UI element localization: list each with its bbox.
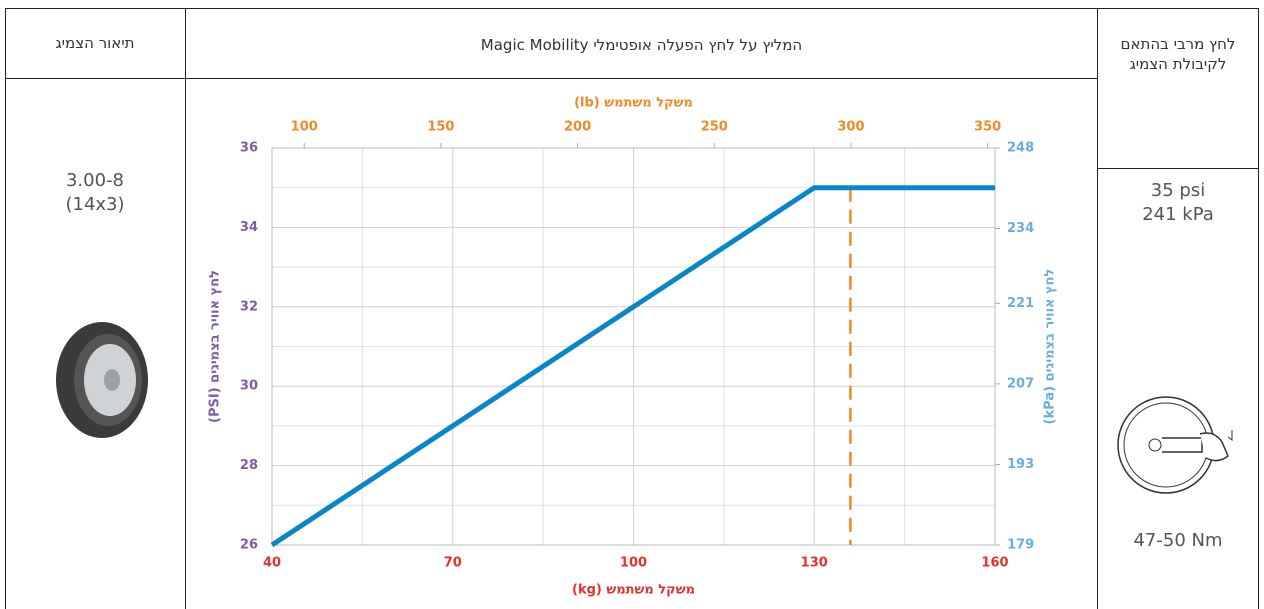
x2-tick-label: 250	[701, 120, 728, 135]
y-tick-label: 28	[240, 458, 258, 473]
border	[5, 8, 6, 609]
header: המליץ על לחץ הפעלה אופטימלי Magic Mobili…	[480, 36, 803, 54]
x2-tick-label: 350	[974, 120, 1001, 135]
x-tick-label: 160	[981, 556, 1008, 571]
x-tick-label: 100	[620, 556, 647, 571]
x2-tick-label: 150	[427, 120, 454, 135]
y2-tick-label: 179	[1007, 538, 1034, 553]
y2-tick-label: 221	[1007, 296, 1034, 311]
y-tick-label: 34	[240, 220, 258, 235]
x2-axis-label: משקל משתמש (lb)	[574, 96, 693, 111]
pressure-kpa: 241 kPa	[1142, 204, 1214, 225]
x-tick-label: 40	[263, 556, 281, 571]
y2-axis-label: לחץ אוויר בצמיגים (kPa)	[1043, 269, 1058, 425]
y2-tick-label: 193	[1007, 457, 1034, 472]
y-tick-label: 32	[240, 299, 258, 314]
y2-tick-label: 207	[1007, 376, 1034, 391]
tire-image	[56, 322, 148, 438]
pressure-psi: 35 psi	[1150, 180, 1206, 201]
y-tick-label: 30	[240, 379, 258, 394]
x-tick-label: 70	[444, 556, 462, 571]
border	[1097, 168, 1259, 169]
data-line	[270, 185, 995, 548]
chart: 40 70 100 130 160 26 28 30 32 34 36 100 150 200 250 300…	[208, 96, 1058, 598]
border	[5, 8, 1259, 9]
border	[185, 8, 186, 609]
torque: 47-50 Nm	[1133, 530, 1223, 551]
tire-dims: (14x3)	[65, 194, 125, 215]
x-tick-label: 130	[801, 556, 828, 571]
y-tick-label: 36	[240, 141, 258, 156]
header: לחץ מרבי בהתאם לקיבולת הצמיג	[1120, 35, 1236, 73]
plot-frame	[271, 147, 996, 546]
y2-tick-label: 234	[1007, 221, 1034, 236]
border	[5, 78, 1097, 79]
x2-tick-label: 300	[837, 120, 864, 135]
y2-tick-label: 248	[1007, 141, 1034, 156]
y-tick-label: 26	[240, 538, 258, 553]
border	[1097, 8, 1098, 609]
header: תיאור הצמיג	[55, 34, 135, 52]
x-axis-label: משקל משתמש (kg)	[572, 583, 695, 598]
tire-size: 3.00-8	[65, 170, 125, 191]
x2-tick-label: 200	[564, 120, 591, 135]
torque-icon	[1117, 396, 1233, 494]
x2-tick-label: 100	[291, 120, 318, 135]
border	[1258, 8, 1259, 609]
y-axis-label: לחץ אוויר בצמיגים (PSI)	[208, 270, 223, 423]
